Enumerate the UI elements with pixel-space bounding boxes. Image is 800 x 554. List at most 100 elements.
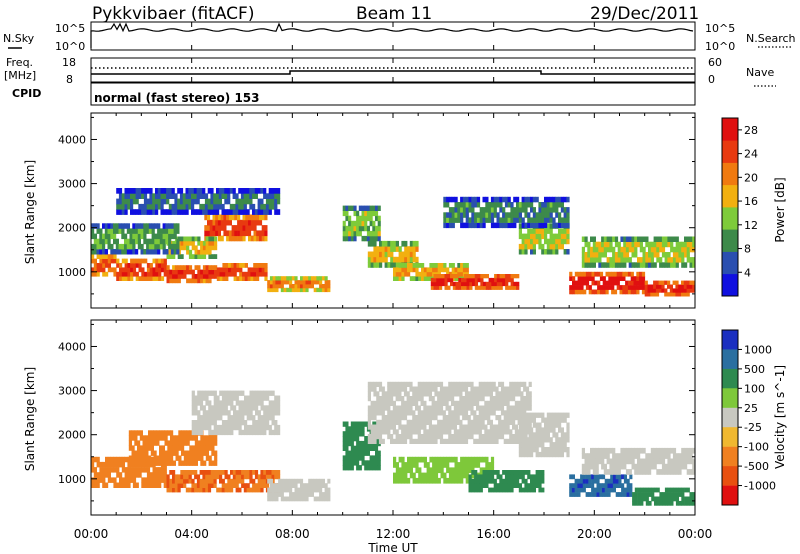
heatmap-cell xyxy=(173,243,177,250)
heatmap-cell xyxy=(423,267,427,273)
heatmap-cell xyxy=(403,386,408,392)
heatmap-cell xyxy=(186,435,190,441)
heatmap-cell xyxy=(423,391,427,397)
heatmap-cell xyxy=(401,240,405,247)
heatmap-cell xyxy=(364,436,368,442)
heatmap-cell xyxy=(151,223,155,229)
heatmap-cell xyxy=(492,438,496,444)
heatmap-cell xyxy=(488,207,492,213)
heatmap-cell xyxy=(591,276,595,281)
heatmap-cell xyxy=(493,207,497,213)
heatmap-cell xyxy=(602,474,606,480)
y-tick-label: 3000 xyxy=(58,385,86,398)
heatmap-cell xyxy=(675,496,679,502)
heatmap-cell xyxy=(445,429,449,435)
heatmap-cell xyxy=(294,287,298,293)
heatmap-cell xyxy=(146,198,150,205)
heatmap-cell xyxy=(246,429,250,436)
heatmap-cell xyxy=(183,274,187,279)
heatmap-cell xyxy=(608,285,612,290)
heatmap-cell xyxy=(246,405,250,411)
heatmap-cell xyxy=(105,254,109,259)
heatmap-cell xyxy=(689,246,693,253)
heatmap-cell xyxy=(211,240,215,246)
heatmap-cell xyxy=(289,287,293,293)
heatmap-cell xyxy=(555,447,559,453)
heatmap-cell xyxy=(233,276,237,281)
heatmap-cell xyxy=(370,429,374,435)
heatmap-cell xyxy=(686,246,690,253)
heatmap-cell xyxy=(369,230,373,237)
heatmap-cell xyxy=(297,492,301,497)
heatmap-cell xyxy=(256,267,260,273)
heatmap-cell xyxy=(221,390,226,396)
heatmap-cell xyxy=(664,257,668,263)
heatmap-cell xyxy=(642,257,646,263)
heatmap-cell xyxy=(217,214,221,221)
heatmap-cell xyxy=(527,427,531,433)
heatmap-cell xyxy=(481,391,485,397)
heatmap-cell xyxy=(170,223,174,229)
heatmap-cell xyxy=(135,198,139,205)
heatmap-cell xyxy=(499,202,503,208)
heatmap-cell xyxy=(132,258,137,264)
heatmap-cell xyxy=(521,417,525,423)
heatmap-cell xyxy=(210,478,214,484)
heatmap-cell xyxy=(376,419,380,425)
heatmap-cell xyxy=(415,467,419,474)
heatmap-cell xyxy=(488,212,492,218)
heatmap-cell xyxy=(517,391,521,397)
heatmap-cell xyxy=(213,203,217,210)
heatmap-cell xyxy=(143,188,148,194)
heatmap-cell xyxy=(582,483,586,488)
heatmap-cell xyxy=(456,410,460,416)
heatmap-cell xyxy=(208,445,212,451)
heatmap-cell xyxy=(194,435,198,441)
heatmap-cell xyxy=(566,437,570,443)
heatmap-cell xyxy=(558,451,562,458)
heatmap-cell xyxy=(505,281,509,287)
heatmap-cell xyxy=(387,400,391,406)
heatmap-cell xyxy=(500,429,505,435)
heatmap-cell xyxy=(132,198,136,205)
heatmap-cell xyxy=(256,276,260,281)
heatmap-cell xyxy=(560,207,564,213)
heatmap-cell xyxy=(152,193,156,199)
heatmap-cell xyxy=(197,424,201,431)
heatmap-cell xyxy=(417,405,421,411)
heatmap-cell xyxy=(606,257,610,263)
heatmap-cell xyxy=(221,203,225,210)
heatmap-cell xyxy=(434,472,439,479)
heatmap-cell xyxy=(250,267,254,273)
heatmap-cell xyxy=(305,487,309,493)
y-tick-label: 4000 xyxy=(58,133,86,146)
heatmap-cell xyxy=(373,415,377,421)
heatmap-cell xyxy=(584,262,588,268)
heatmap-cell xyxy=(141,467,145,473)
heatmap-cell xyxy=(392,386,396,392)
heatmap-cell xyxy=(350,460,354,466)
heatmap-cell xyxy=(252,429,256,436)
heatmap-cell xyxy=(390,391,394,397)
heatmap-cell xyxy=(409,429,413,435)
heatmap-cell xyxy=(237,230,241,237)
heatmap-cell xyxy=(577,478,581,484)
heatmap-cell xyxy=(393,240,397,247)
heatmap-cell xyxy=(398,246,402,252)
heatmap-cell xyxy=(617,469,621,475)
heatmap-cell xyxy=(118,223,122,229)
heatmap-cell xyxy=(401,271,405,277)
heatmap-cell xyxy=(210,474,214,480)
heatmap-cell xyxy=(479,467,483,474)
heatmap-cell xyxy=(373,251,377,258)
heatmap-cell xyxy=(361,450,365,456)
heatmap-cell xyxy=(235,400,239,406)
heatmap-cell xyxy=(243,198,247,205)
heatmap-cell xyxy=(205,274,209,279)
heatmap-cell xyxy=(381,410,385,416)
heatmap-cell xyxy=(459,405,463,411)
heatmap-cell xyxy=(661,453,666,459)
heatmap-cell xyxy=(196,483,201,488)
heatmap-cell xyxy=(378,396,383,402)
heatmap-cell xyxy=(403,381,408,387)
